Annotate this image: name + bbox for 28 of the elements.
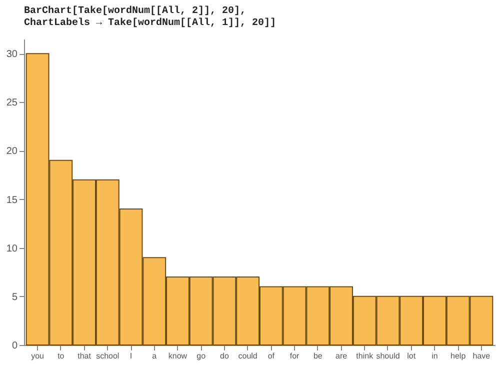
- y-tick-label: 25: [6, 98, 18, 109]
- x-tick-label: I: [130, 352, 132, 360]
- x-tick-label: be: [313, 352, 323, 360]
- x-tick-label: should: [376, 352, 400, 360]
- x-tick-label: a: [152, 352, 158, 360]
- y-tick-label: 10: [6, 243, 18, 254]
- chart-title: BarChart[Take[wordNum[[All, 2]], 20], ChartLabels → Take[wordNum[[All, 1]], 20]]: [24, 5, 276, 29]
- y-tick-label: 30: [6, 49, 18, 60]
- y-tick-label: 20: [6, 146, 18, 158]
- x-tick-label: go: [196, 352, 206, 360]
- x-tick-label: in: [432, 352, 438, 360]
- x-tick-label: of: [268, 352, 276, 360]
- x-tick-label: lot: [407, 352, 416, 360]
- x-tick-label: school: [96, 352, 120, 360]
- x-tick-label: are: [335, 352, 348, 360]
- x-tick-label: think: [356, 352, 374, 360]
- x-tick-label: that: [78, 352, 92, 360]
- x-tick-label: have: [472, 352, 491, 360]
- x-tick-label: help: [450, 352, 466, 360]
- x-tick-label: you: [31, 352, 44, 360]
- y-tick-label: 5: [12, 292, 18, 303]
- y-tick-label: 15: [6, 194, 18, 206]
- x-tick-label: could: [238, 352, 258, 360]
- x-tick-label: know: [168, 352, 188, 360]
- x-tick-label: for: [290, 352, 300, 360]
- y-tick-label: 0: [12, 340, 18, 352]
- x-tick-label: do: [220, 352, 230, 360]
- x-tick-label: to: [58, 352, 65, 360]
